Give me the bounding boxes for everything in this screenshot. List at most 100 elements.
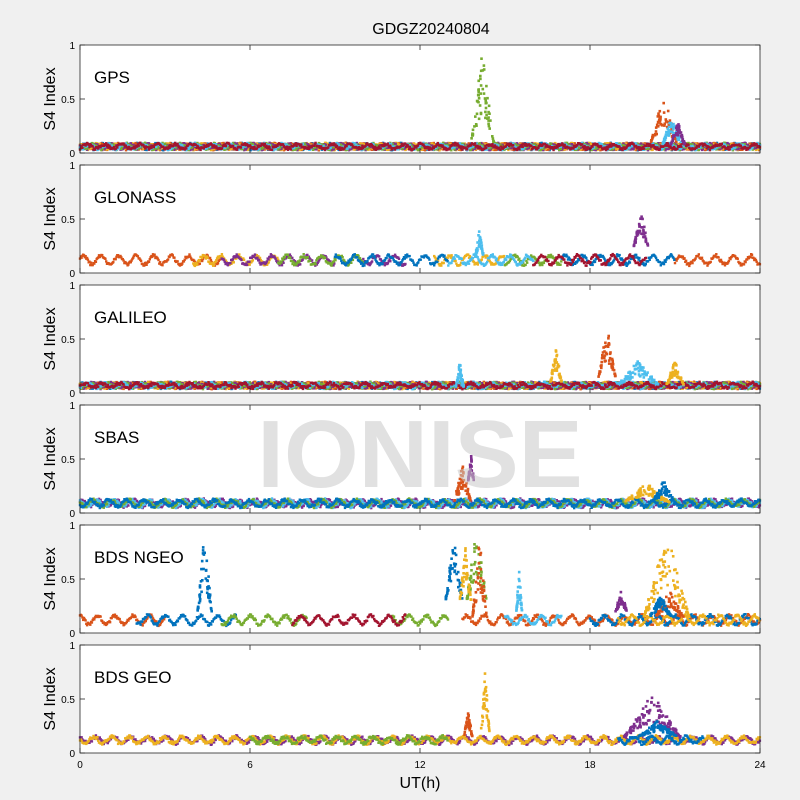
data-point — [664, 149, 667, 152]
data-point — [491, 148, 494, 151]
data-point — [562, 148, 566, 151]
data-point — [311, 142, 314, 146]
data-point — [397, 143, 401, 147]
data-point — [587, 143, 590, 146]
data-point — [115, 142, 118, 146]
data-point — [287, 142, 290, 145]
data-point — [473, 147, 477, 150]
data-point — [387, 146, 390, 149]
data-point — [599, 149, 602, 152]
data-point — [176, 146, 179, 150]
data-point — [123, 146, 126, 149]
data-point — [719, 147, 722, 151]
data-point — [531, 141, 534, 145]
data-point — [745, 143, 748, 146]
data-point — [579, 148, 582, 151]
data-point — [527, 146, 531, 150]
data-point — [515, 142, 519, 145]
data-point — [222, 141, 225, 145]
data-point — [394, 142, 397, 145]
data-point — [329, 146, 332, 150]
data-point — [692, 142, 696, 146]
data-point — [754, 146, 758, 150]
data-point — [271, 143, 274, 146]
data-point — [581, 147, 584, 150]
data-point — [573, 142, 577, 145]
plot-area — [80, 45, 760, 153]
data-point — [607, 142, 610, 145]
data-point — [386, 148, 389, 151]
data-point — [258, 142, 262, 145]
data-point — [328, 141, 332, 145]
data-point — [385, 146, 389, 150]
data-point — [643, 142, 647, 145]
data-point — [565, 148, 569, 151]
data-point — [249, 149, 252, 152]
data-point — [217, 144, 220, 147]
data-point — [396, 142, 400, 145]
data-point — [467, 142, 470, 145]
data-point — [112, 143, 115, 146]
data-point — [449, 142, 452, 145]
data-point — [273, 143, 276, 147]
data-point — [235, 142, 239, 145]
data-point — [484, 143, 487, 146]
data-point — [86, 146, 90, 149]
data-point — [431, 142, 434, 145]
data-point — [173, 148, 176, 151]
data-point — [326, 142, 329, 145]
data-point — [300, 147, 304, 151]
data-point — [324, 141, 328, 145]
data-point — [694, 142, 697, 145]
data-point — [730, 142, 733, 146]
data-point — [710, 142, 713, 145]
data-point — [219, 143, 222, 147]
data-point — [324, 143, 328, 146]
data-point — [588, 141, 592, 145]
data-point — [207, 147, 210, 150]
data-point — [158, 147, 162, 150]
data-point — [495, 148, 498, 151]
data-point — [346, 147, 349, 151]
data-point — [536, 142, 539, 146]
data-point — [105, 146, 109, 149]
data-point — [129, 142, 132, 145]
data-point — [100, 148, 103, 152]
data-point — [211, 146, 214, 150]
data-point — [245, 147, 248, 150]
data-point — [347, 149, 351, 152]
data-point — [296, 148, 299, 152]
data-point — [585, 141, 589, 145]
data-point — [251, 142, 255, 146]
data-point — [561, 148, 564, 151]
figure-title: GDGZ20240804 — [372, 21, 490, 38]
data-point — [471, 148, 474, 152]
data-point — [255, 142, 259, 145]
data-point — [131, 143, 134, 146]
data-point — [162, 149, 165, 152]
data-point — [367, 147, 370, 151]
data-point — [624, 142, 627, 145]
data-point — [143, 148, 147, 151]
data-point — [350, 147, 353, 151]
data-point — [632, 147, 635, 150]
data-point — [98, 142, 101, 146]
data-point — [355, 148, 359, 151]
data-point — [289, 142, 292, 145]
data-point — [458, 147, 461, 151]
data-point — [381, 141, 385, 145]
data-point — [680, 148, 684, 151]
data-point — [385, 148, 388, 151]
data-point — [191, 148, 194, 151]
data-point — [142, 147, 145, 150]
data-point — [480, 141, 483, 145]
data-point — [315, 148, 318, 151]
data-point — [106, 148, 109, 151]
data-point — [120, 145, 124, 149]
data-point — [594, 148, 597, 152]
data-point — [183, 144, 186, 147]
data-point — [174, 146, 178, 149]
data-point — [423, 149, 427, 152]
data-point — [330, 149, 333, 152]
